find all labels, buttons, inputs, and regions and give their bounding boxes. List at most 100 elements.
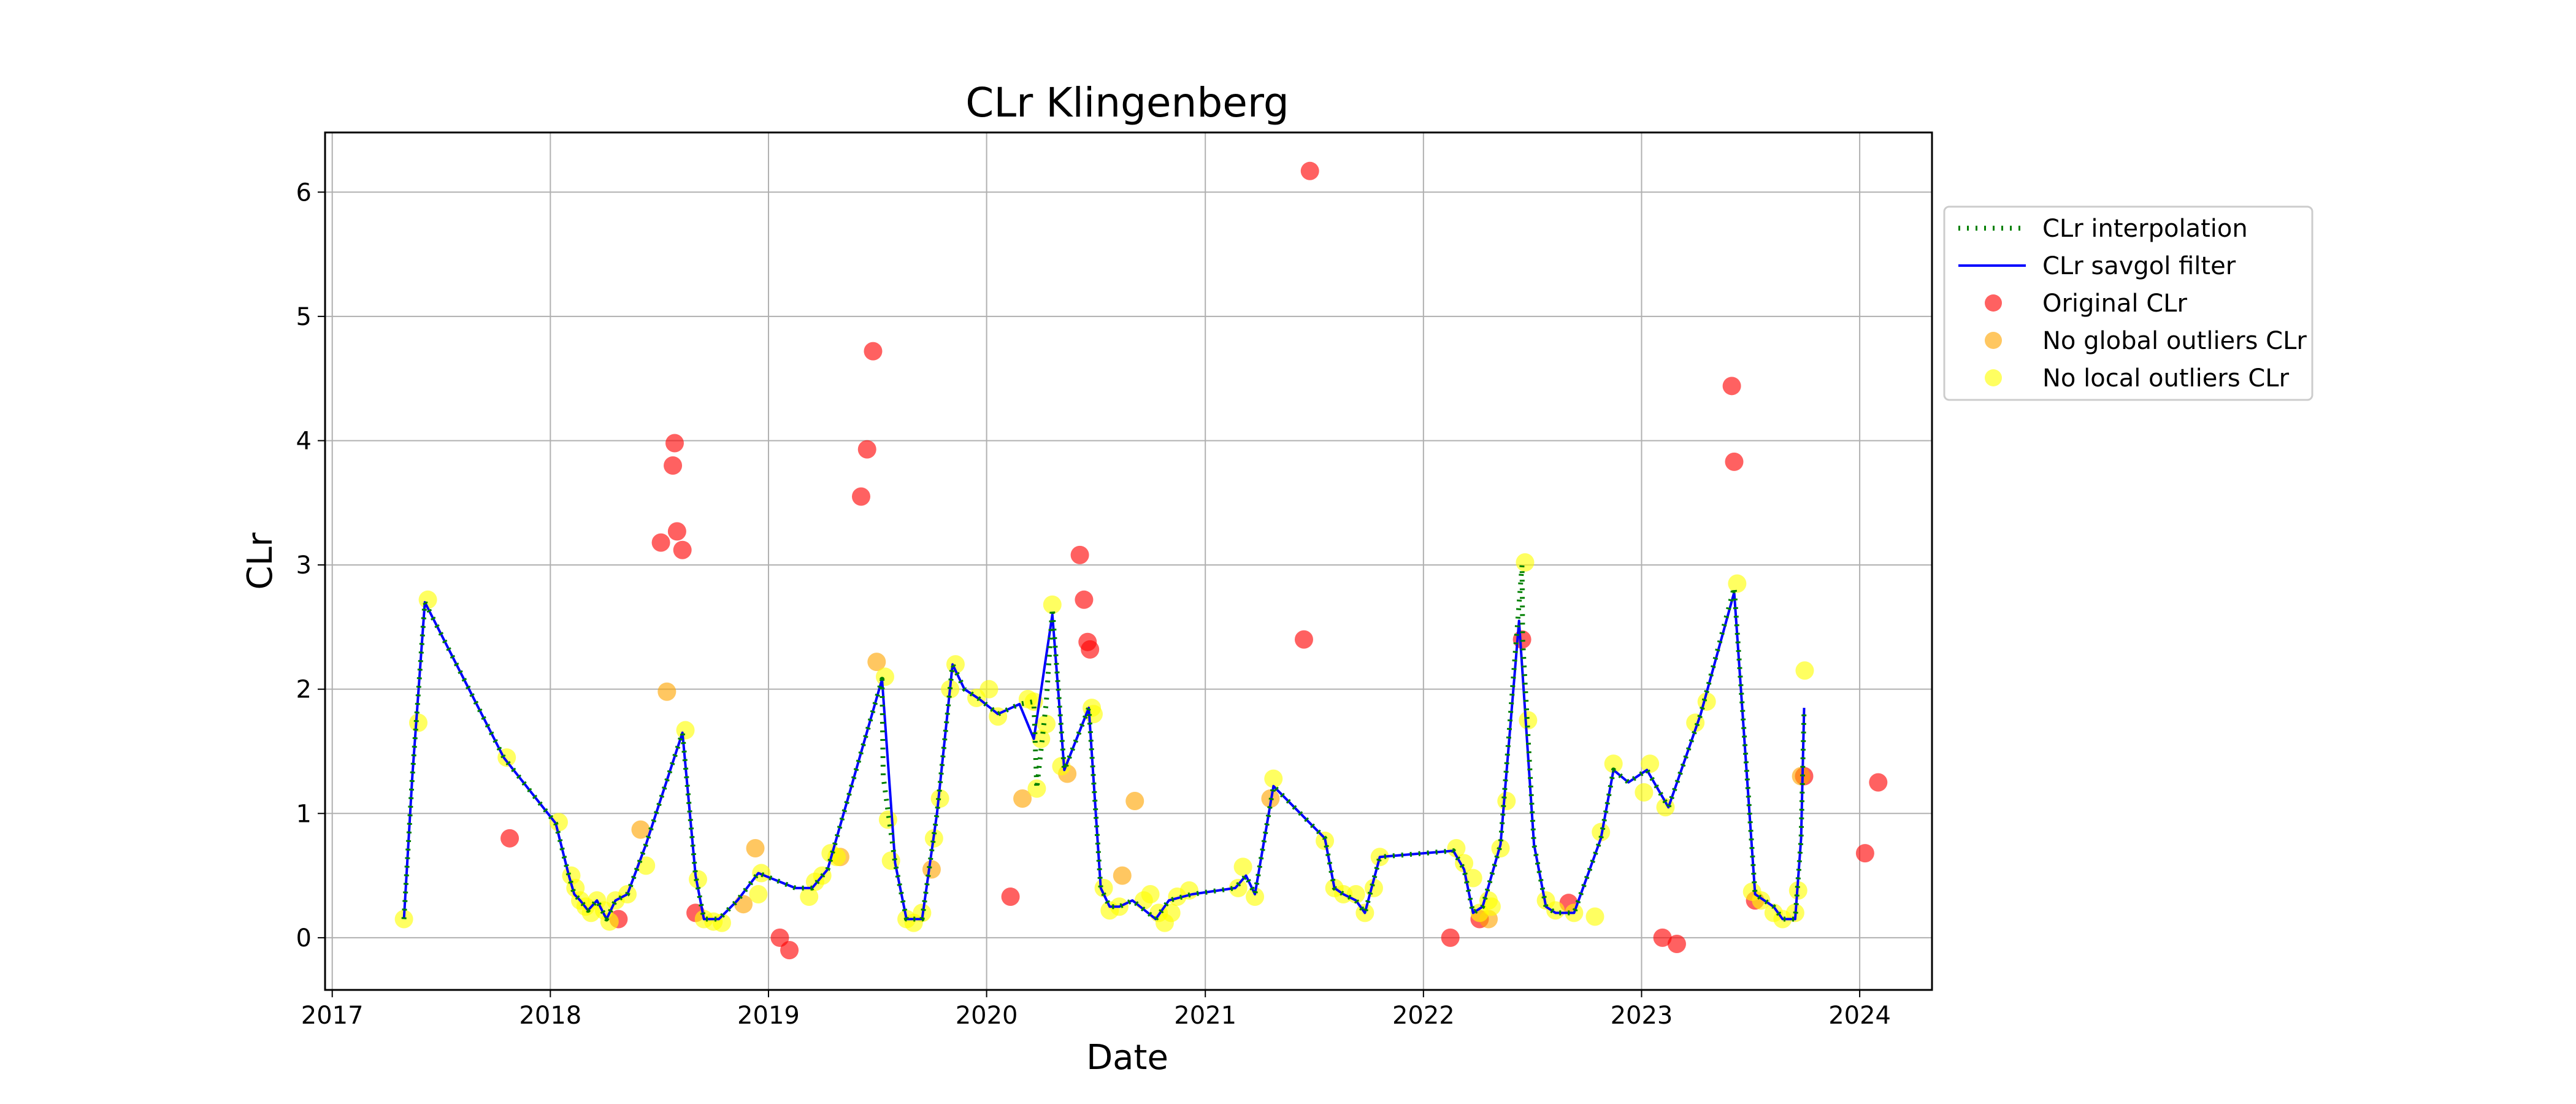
y-axis-label: CLr [240,532,280,589]
original-clr-point [1081,640,1100,659]
no-local-outliers-point [1246,887,1265,907]
savgol-filter-line [402,591,1806,921]
original-clr-point [864,342,883,361]
x-axis-label: Date [1086,1038,1168,1078]
legend-item: No global outliers CLr [1985,327,2307,355]
legend-item: No local outliers CLr [1985,364,2290,393]
y-tick-label: 5 [296,303,312,331]
original-clr-point [664,456,683,475]
x-tick-label: 2018 [519,1002,581,1030]
y-tick-label: 3 [296,551,312,580]
no-local-outliers-point [1455,854,1474,873]
no-local-outliers-point [1233,857,1252,876]
no-global-outliers-point [922,860,941,879]
no-global-outliers-point [1113,866,1132,885]
original-clr-point [1722,377,1741,396]
axis-ticks: 2017 2018 2019 2020 2021 2022 2023 2024 0 1 2 3 4 5 6 [296,178,1891,1030]
x-tick-label: 2021 [1174,1002,1236,1030]
original-clr-point [1070,545,1089,564]
no-local-outliers-point [800,887,819,907]
no-local-outliers-point [1482,897,1501,916]
no-local-outliers-point [1585,907,1604,926]
no-local-outliers-point [1604,754,1623,773]
original-clr-point [1441,928,1460,947]
no-global-outliers-point [746,839,765,858]
no-local-outliers-point [549,813,568,832]
legend: CLr interpolation CLr savgol filter Origin… [1943,205,2313,401]
no-local-outliers-point [1497,792,1516,811]
no-local-outliers-point [676,721,695,740]
no-local-outliers-point [1037,715,1056,734]
no-local-outliers-point [1641,754,1660,773]
x-tick-label: 2019 [737,1002,800,1030]
no-local-outliers-point [408,713,427,732]
y-tick-label: 1 [296,800,312,828]
no-local-outliers-point [1516,553,1535,572]
no-local-outliers-points [394,553,1814,932]
legend-item: CLr savgol filter [1958,252,2236,280]
no-local-outliers-point [1229,878,1248,897]
y-tick-label: 6 [296,178,312,207]
legend-label: No local outliers CLr [2042,364,2290,393]
y-tick-label: 0 [296,924,312,953]
original-clr-point [1725,452,1744,471]
original-clr-point [1001,887,1020,907]
original-clr-point [1294,630,1313,649]
plot-series [394,161,1888,960]
no-global-outliers-point [1125,792,1144,811]
no-local-outliers-point [1447,839,1466,858]
original-clr-points [500,161,1888,960]
no-global-outliers-point [867,653,886,672]
original-clr-point [673,540,692,559]
original-clr-point [1869,773,1888,792]
no-global-outliers-point [657,682,677,701]
y-tick-label: 2 [296,676,312,704]
legend-marker [1985,369,2002,386]
no-local-outliers-point [1094,878,1113,897]
original-clr-point [1667,935,1686,954]
x-tick-label: 2017 [301,1002,364,1030]
plot-frame [324,131,1933,991]
legend-box [1943,205,2313,401]
y-tick-label: 4 [296,427,312,455]
original-clr-point [780,941,799,960]
interpolation-line [401,562,1807,922]
no-local-outliers-point [1795,661,1814,680]
x-tick-label: 2024 [1828,1002,1891,1030]
original-clr-point [851,487,870,506]
original-clr-point [857,440,876,459]
original-clr-point [1653,928,1672,947]
original-clr-point [1075,590,1094,609]
no-local-outliers-point [1264,769,1283,788]
no-local-outliers-point [394,910,413,929]
legend-label: No global outliers CLr [2042,327,2307,355]
legend-label: CLr interpolation [2042,215,2248,243]
no-global-outliers-point [631,820,650,839]
x-tick-label: 2022 [1392,1002,1455,1030]
no-local-outliers-point [1162,903,1181,922]
original-clr-point [667,522,686,541]
no-global-outliers-point [1013,789,1032,808]
no-local-outliers-point [1043,595,1062,614]
no-local-outliers-point [1728,574,1747,593]
original-clr-point [500,829,519,848]
no-local-outliers-point [1546,901,1565,920]
legend-label: CLr savgol filter [2042,252,2236,280]
no-local-outliers-point [1052,757,1071,776]
no-local-outliers-point [1032,729,1051,748]
x-tick-label: 2023 [1611,1002,1673,1030]
no-local-outliers-point [1027,779,1046,798]
no-local-outliers-point [1519,711,1538,730]
no-local-outliers-point [1635,783,1654,802]
chart-title: CLr Klingenberg [965,79,1289,126]
no-local-outliers-point [875,667,894,686]
no-local-outliers-point [979,680,999,699]
original-clr-point [665,434,684,453]
original-clr-point [1855,844,1874,863]
no-local-outliers-point [1141,884,1160,903]
original-clr-point [651,533,670,552]
legend-label: Original CLr [2042,289,2187,318]
legend-item: Original CLr [1985,289,2187,318]
legend-marker [1985,294,2002,312]
